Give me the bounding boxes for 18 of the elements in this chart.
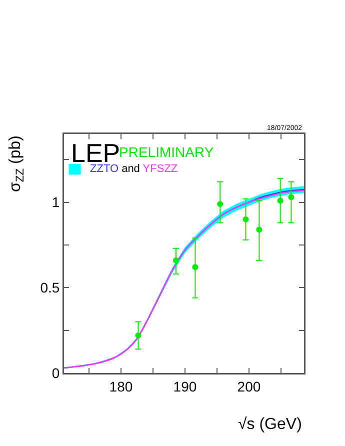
x-axis-title: √s (GeV)	[238, 416, 302, 433]
x-tick-label: 180	[109, 378, 133, 394]
y-tick-label: 1	[52, 194, 60, 210]
point	[277, 198, 284, 204]
annotation: and	[122, 163, 140, 175]
y-tick-label: 0.5	[40, 280, 60, 296]
x-tick-label: 200	[237, 378, 261, 394]
x-tick-label: 190	[173, 378, 197, 394]
point	[135, 332, 142, 338]
y-tick-label: 0	[52, 364, 60, 381]
point	[256, 226, 262, 233]
point	[288, 194, 294, 200]
point	[242, 216, 249, 222]
point	[192, 264, 198, 270]
text: YFSZZ	[142, 163, 178, 175]
point	[173, 257, 179, 264]
point	[217, 200, 224, 207]
text: PRELIMINARY	[119, 144, 214, 160]
